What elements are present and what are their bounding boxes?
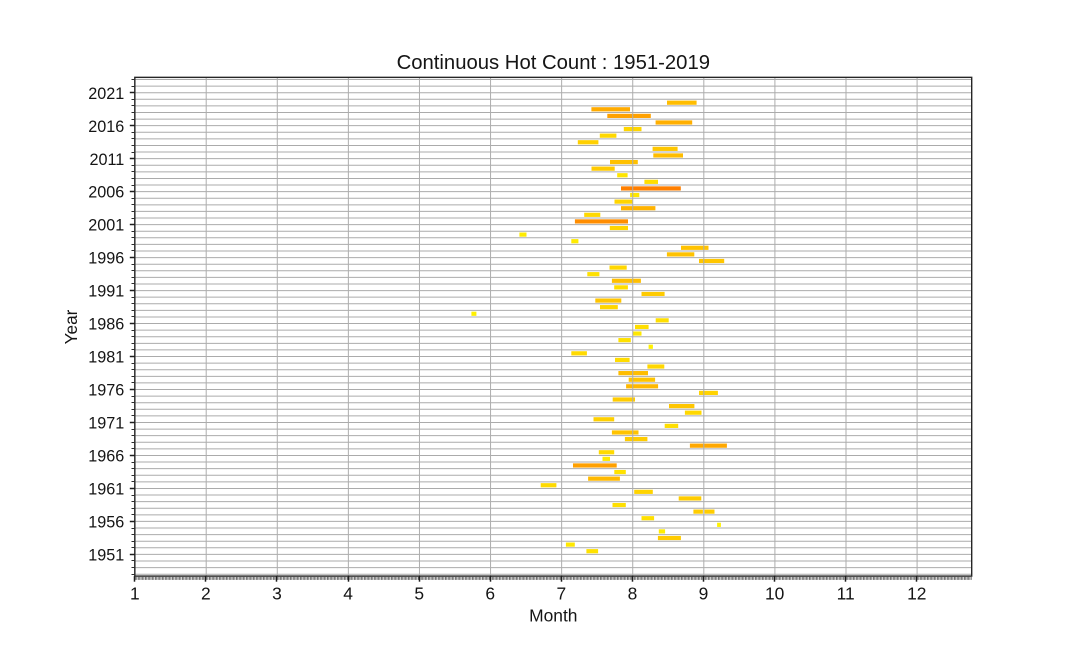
svg-text:1: 1: [130, 583, 140, 603]
svg-text:8: 8: [628, 583, 638, 603]
svg-text:1956: 1956: [88, 514, 124, 532]
svg-text:1981: 1981: [88, 349, 124, 367]
svg-text:2006: 2006: [88, 184, 124, 202]
svg-text:6: 6: [485, 583, 495, 603]
svg-text:Year: Year: [61, 309, 81, 344]
svg-text:10: 10: [765, 583, 784, 603]
svg-text:2016: 2016: [88, 118, 124, 136]
svg-text:2: 2: [201, 583, 211, 603]
svg-text:Month: Month: [529, 606, 577, 626]
svg-text:4: 4: [343, 583, 353, 603]
svg-text:1991: 1991: [88, 283, 124, 301]
svg-text:Continuous Hot Count : 1951-20: Continuous Hot Count : 1951-2019: [397, 52, 710, 74]
svg-text:2021: 2021: [88, 85, 124, 103]
svg-text:1971: 1971: [88, 415, 124, 433]
svg-text:1966: 1966: [88, 448, 124, 466]
svg-text:11: 11: [837, 583, 855, 603]
svg-text:1961: 1961: [88, 481, 124, 499]
svg-text:3: 3: [272, 583, 282, 603]
svg-text:1996: 1996: [88, 250, 124, 268]
svg-text:2001: 2001: [88, 217, 124, 235]
svg-text:5: 5: [414, 583, 424, 603]
svg-text:9: 9: [699, 583, 709, 603]
svg-text:7: 7: [557, 583, 567, 603]
svg-text:12: 12: [907, 583, 926, 603]
svg-text:1976: 1976: [88, 382, 124, 400]
svg-text:1986: 1986: [88, 316, 124, 334]
svg-text:1951: 1951: [88, 547, 124, 565]
svg-text:2011: 2011: [89, 151, 124, 169]
